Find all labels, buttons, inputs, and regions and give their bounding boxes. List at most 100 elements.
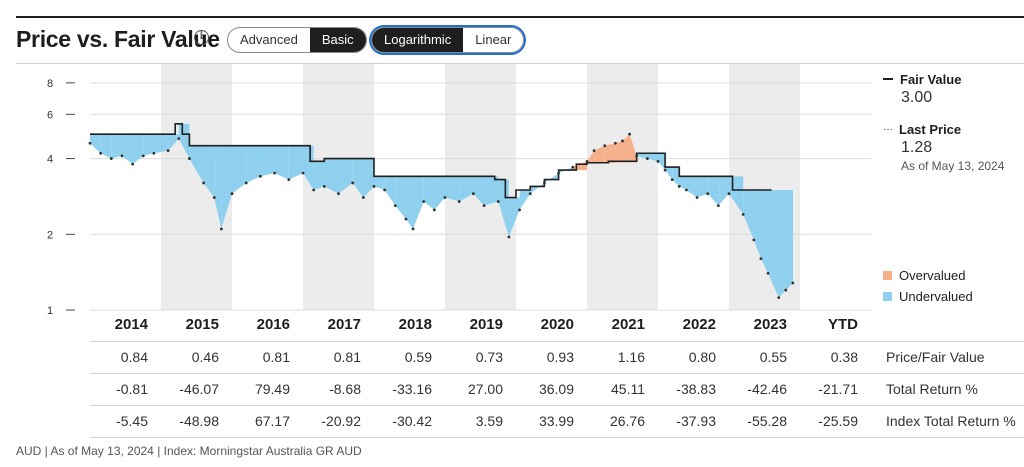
undervalued-area (214, 145, 222, 229)
price-point (383, 188, 387, 192)
undervalued-area (168, 134, 179, 151)
year-label-2018: 2018 (398, 316, 432, 333)
price-point (685, 188, 688, 192)
fair-value-line (90, 122, 772, 199)
price-point (482, 204, 486, 208)
undervalued-area (121, 134, 133, 165)
table-cell: -21.71 (818, 381, 858, 397)
scale-toggle: Logarithmic Linear (371, 27, 525, 53)
table-cell: -48.98 (179, 413, 219, 429)
table-cell: 45.11 (611, 381, 645, 397)
overvalued-area (604, 143, 616, 163)
undervalued-area (473, 176, 485, 206)
undervalued-area (288, 145, 303, 180)
undervalued-area (760, 190, 769, 274)
undervalued-area (189, 145, 204, 183)
overvalued-area (615, 140, 623, 162)
price-point (457, 200, 461, 203)
scale-linear-button[interactable]: Linear (475, 32, 512, 47)
overvalued-area (587, 150, 595, 163)
price-point (88, 141, 92, 145)
price-point (177, 137, 181, 141)
row-label: Price/Fair Value (886, 349, 985, 365)
undervalued-area (423, 176, 435, 210)
price-point (695, 196, 699, 199)
table-cell: 0.93 (546, 349, 574, 365)
undervalued-area (771, 190, 793, 284)
row-divider (90, 437, 1024, 438)
mode-toggle: Advanced Basic (227, 27, 367, 53)
price-point (585, 159, 589, 163)
table-cell: -25.59 (818, 413, 858, 429)
last-price-swatch: ··· (883, 124, 893, 135)
scale-logarithmic-button[interactable]: Logarithmic (372, 28, 464, 52)
undervalued-area (100, 134, 112, 159)
price-point (99, 151, 103, 155)
table-row-price-fair-value: Price/Fair Value 0.84 0.46 0.81 0.81 0.59 0.7… (0, 343, 1024, 373)
undervalued-area (753, 190, 761, 259)
undervalued-area (459, 176, 474, 202)
table-cell: 0.38 (830, 349, 858, 365)
price-point (141, 154, 145, 158)
price-point (716, 204, 720, 208)
table-cell: -0.81 (116, 381, 148, 397)
price-point (322, 185, 326, 188)
undervalued-area (498, 179, 509, 238)
year-label-2019: 2019 (469, 316, 503, 333)
undervalued-area (679, 176, 687, 190)
y-tick-label-8: 8 (47, 78, 53, 90)
price-point (663, 168, 667, 172)
legend-overvalued: Overvalued (883, 268, 965, 283)
undervalued-area (697, 176, 708, 198)
undervalued-area (352, 158, 364, 198)
price-point (621, 139, 624, 143)
year-label-2014: 2014 (114, 316, 148, 333)
year-label-2022: 2022 (682, 316, 716, 333)
overvalued-swatch (883, 271, 892, 280)
price-point (273, 171, 276, 175)
table-cell: -38.83 (676, 381, 716, 397)
undervalued-area (484, 176, 499, 206)
undervalued-area (413, 176, 424, 229)
table-cell: -20.92 (321, 413, 361, 429)
year-label-2021: 2021 (611, 316, 645, 333)
price-point (361, 196, 365, 199)
table-cell: 0.46 (191, 349, 219, 365)
price-point (791, 281, 795, 285)
legend-last-price: ··· Last Price 1.28 As of May 13, 2024 (883, 122, 1004, 173)
undervalued-swatch (883, 292, 892, 301)
mode-basic-button[interactable]: Basic (309, 28, 366, 52)
table-cell: 27.00 (467, 381, 503, 397)
price-point (152, 151, 156, 155)
fair-value-label: Fair Value (900, 72, 962, 87)
price-point (766, 271, 770, 275)
undervalued-area (395, 176, 406, 220)
year-label-2015: 2015 (185, 316, 219, 333)
table-cell: -30.42 (392, 413, 432, 429)
undervalued-area (672, 167, 680, 187)
undervalued-area (132, 134, 144, 165)
table-row-index-total-return: Index Total Return % -5.45 -48.98 67.17 -20… (0, 407, 1024, 437)
footer-note: AUD | As of May 13, 2024 | Index: Mornin… (16, 444, 362, 458)
price-point (592, 149, 596, 153)
table-cell: -37.93 (676, 413, 716, 429)
undervalued-area (707, 176, 719, 206)
info-icon[interactable]: i (194, 30, 209, 45)
undervalued-area (143, 134, 154, 156)
undervalued-area (743, 190, 754, 240)
page-title: Price vs. Fair Value (16, 26, 220, 52)
price-point (212, 196, 216, 199)
overvalued-area (622, 134, 630, 162)
mode-advanced-button[interactable]: Advanced (240, 32, 298, 47)
price-point (784, 288, 788, 292)
price-point (603, 144, 607, 148)
table-cell: 0.59 (404, 349, 432, 365)
price-point (777, 296, 781, 300)
price-point (422, 200, 426, 203)
year-label-2023: 2023 (753, 316, 787, 333)
undervalued-area (90, 134, 101, 154)
last-price-label: Last Price (899, 122, 962, 137)
price-point (166, 149, 170, 153)
fair-value-step-line (90, 122, 772, 199)
undervalued-area (636, 153, 648, 159)
